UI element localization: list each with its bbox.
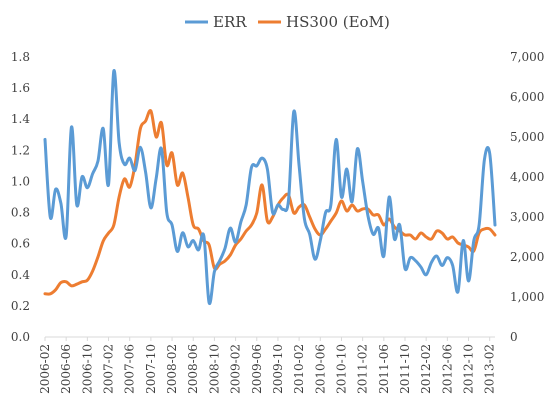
y-left-tick-label: 1.0 (11, 174, 30, 188)
y-left-tick-label: 0.2 (11, 299, 30, 313)
x-tick-label: 2009-06 (250, 344, 264, 394)
y-right-tick-label: 6,000 (510, 90, 544, 104)
x-tick-label: 2011-02 (356, 344, 370, 394)
x-tick-label: 2008-06 (186, 344, 200, 394)
x-tick-label: 2012-02 (419, 344, 433, 394)
x-tick-label: 2010-02 (292, 344, 306, 394)
y-right-tick-label: 2,000 (510, 250, 544, 264)
x-tick-label: 2009-02 (229, 344, 243, 394)
y-axis-right: 0 1,000 2,000 3,000 4,000 5,000 6,000 7,000 (510, 50, 544, 344)
x-tick-label: 2008-02 (165, 344, 179, 394)
x-tick-label: 2012-10 (462, 344, 476, 394)
series-layer (43, 69, 497, 305)
series-line-hs300 (43, 109, 497, 296)
x-tick-label: 2007-06 (123, 344, 137, 394)
y-right-tick-label: 4,000 (510, 170, 544, 184)
legend-label-hs300: HS300 (EoM) (286, 13, 390, 31)
x-tick-label: 2006-10 (80, 344, 94, 394)
x-tick-label: 2011-06 (377, 344, 391, 394)
x-tick-label: 2007-02 (102, 344, 116, 394)
y-left-tick-label: 1.4 (11, 112, 30, 126)
x-tick-label: 2009-10 (271, 344, 285, 394)
series-line-err (43, 69, 497, 305)
y-left-tick-label: 1.8 (11, 50, 30, 64)
x-tick-label: 2010-10 (334, 344, 348, 394)
y-left-tick-label: 0.4 (11, 268, 30, 282)
legend: ERR HS300 (EoM) (185, 13, 390, 31)
y-left-tick-label: 0.0 (11, 330, 30, 344)
x-tick-label: 2006-06 (59, 344, 73, 394)
x-axis: 2006-02 2006-06 2006-10 2007-02 2007-06 2007-… (38, 336, 497, 394)
x-tick-label: 2008-10 (207, 344, 221, 394)
x-tick-label: 2010-06 (313, 344, 327, 394)
x-tick-label: 2006-02 (38, 344, 52, 394)
y-left-tick-label: 1.2 (11, 143, 30, 157)
y-right-tick-label: 0 (510, 330, 518, 344)
y-right-tick-label: 1,000 (510, 290, 544, 304)
x-tick-label: 2011-10 (398, 344, 412, 394)
y-left-tick-label: 1.6 (11, 81, 30, 95)
y-left-tick-label: 0.8 (11, 206, 30, 220)
x-tick-label: 2007-10 (144, 344, 158, 394)
y-right-tick-label: 7,000 (510, 50, 544, 64)
legend-label-err: ERR (213, 13, 247, 31)
x-tick-label: 2012-06 (440, 344, 454, 394)
y-right-tick-label: 5,000 (510, 130, 544, 144)
y-left-tick-label: 0.6 (11, 237, 30, 251)
y-right-tick-label: 3,000 (510, 210, 544, 224)
x-tick-label: 2013-02 (483, 344, 497, 394)
y-axis-left: 0.0 0.2 0.4 0.6 0.8 1.0 1.2 1.4 1.6 1.8 (11, 50, 30, 344)
